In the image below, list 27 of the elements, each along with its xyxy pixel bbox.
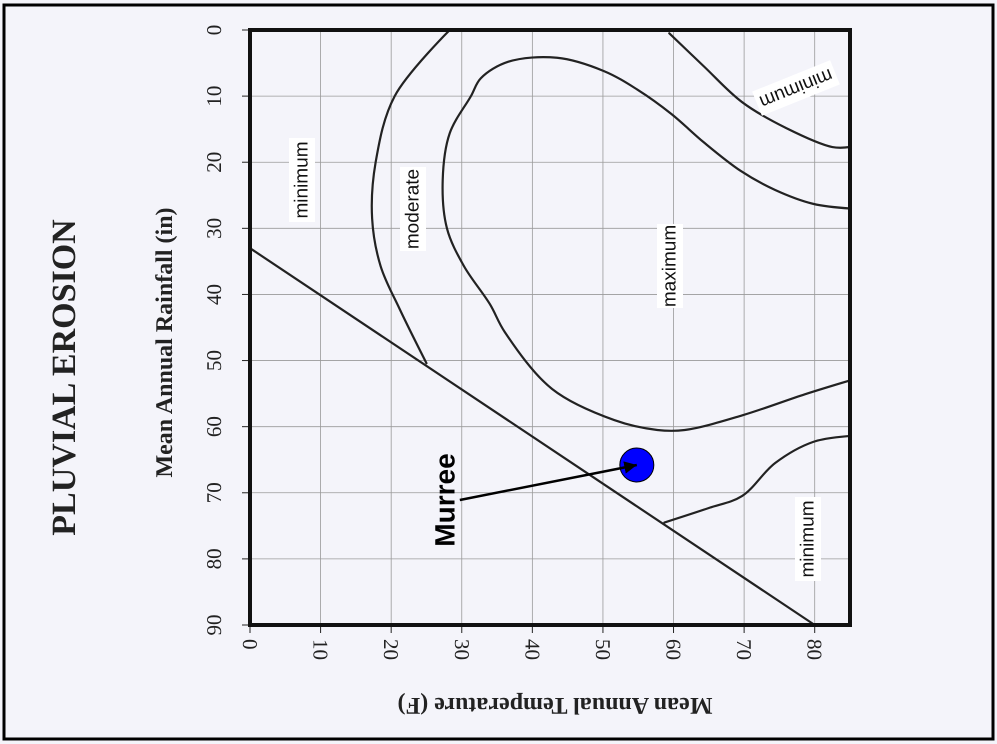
x-tick-label: 40 bbox=[520, 639, 544, 660]
x-tick-label: 30 bbox=[450, 639, 474, 660]
y-tick-label: 70 bbox=[202, 482, 226, 504]
y-tick-label: 60 bbox=[202, 416, 226, 438]
annotation: minimum bbox=[292, 141, 312, 219]
text: PLUVIAL EROSION bbox=[46, 218, 83, 536]
y-tick-label: 80 bbox=[202, 548, 226, 570]
x-tick-label: 10 bbox=[308, 639, 333, 660]
x-tick-label: 80 bbox=[802, 639, 827, 660]
x-tick-label: 20 bbox=[379, 639, 404, 660]
x-tick-label: 60 bbox=[662, 639, 686, 660]
y-tick-label: 30 bbox=[202, 218, 226, 239]
y-axis-title: Mean Annual Rainfall (in) bbox=[152, 207, 178, 478]
y-tick-label: 40 bbox=[202, 284, 226, 305]
x-axis-title: Mean Annual Temperature (F) bbox=[398, 692, 712, 718]
y-tick-label: 20 bbox=[202, 152, 226, 173]
x-tick-label: 70 bbox=[732, 639, 756, 660]
y-tick-label: 90 bbox=[202, 614, 226, 636]
x-tick-label: 0 bbox=[238, 639, 262, 650]
annotation: minimum bbox=[798, 500, 818, 578]
y-tick-label: 50 bbox=[202, 350, 226, 372]
x-tick-label: 50 bbox=[590, 639, 615, 660]
y-tick-label: 0 bbox=[202, 24, 226, 36]
annotation: maximum bbox=[660, 224, 680, 308]
annotation: Murree bbox=[429, 453, 460, 547]
y-tick-label: 10 bbox=[202, 86, 226, 107]
annotation: moderate bbox=[402, 168, 424, 250]
